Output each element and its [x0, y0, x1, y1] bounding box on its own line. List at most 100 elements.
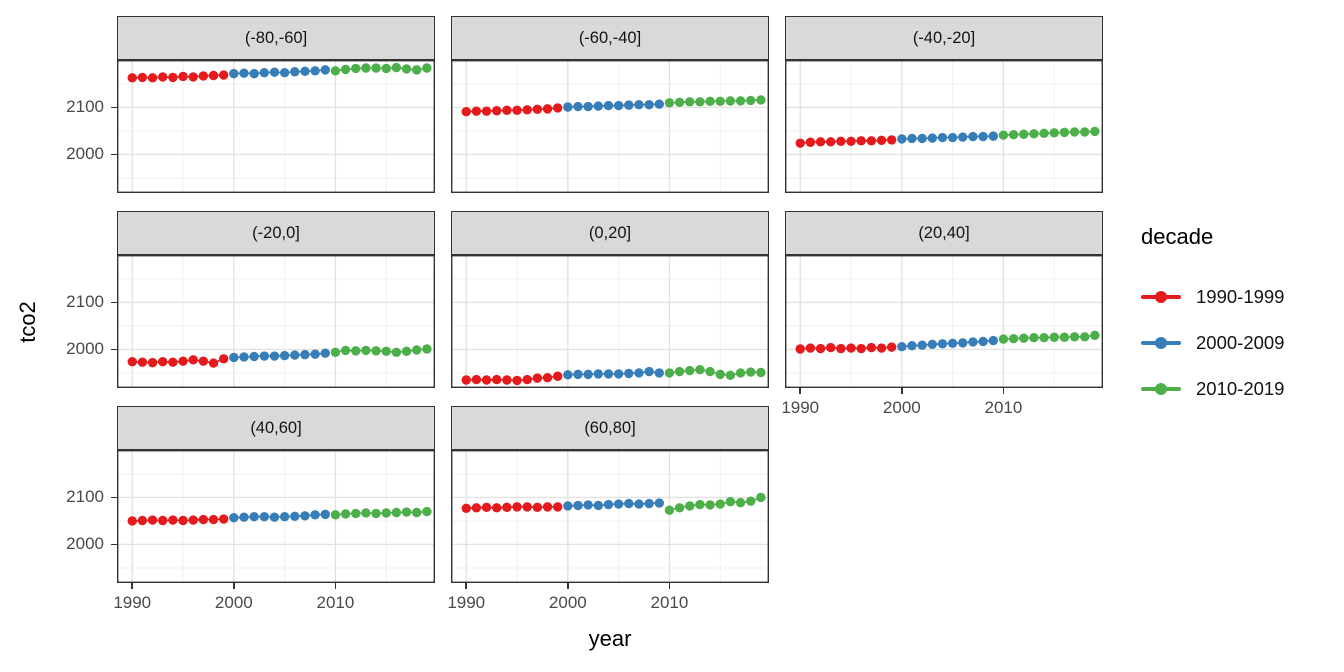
facet-strip-label: (-20,0]: [117, 211, 435, 255]
data-point: [330, 66, 341, 76]
y-tick-label: 2100: [66, 292, 104, 312]
data-point: [917, 340, 927, 350]
x-axis-tick: [334, 583, 337, 589]
data-point: [1090, 126, 1100, 137]
data-point: [279, 512, 290, 522]
facet-(60,80]: (60,80]: [451, 406, 769, 583]
data-point: [978, 336, 988, 347]
data-point: [654, 498, 664, 508]
data-point: [1059, 332, 1070, 342]
data-point: [947, 132, 958, 143]
data-point: [968, 337, 978, 347]
facet-strip-label: (-80,-60]: [117, 16, 435, 60]
data-point: [198, 71, 209, 81]
facet-(20,40]: (20,40]: [785, 211, 1103, 388]
data-point: [1080, 332, 1090, 342]
series-line-2010-2019: [1003, 334, 1095, 340]
legend-key-dot: [1155, 383, 1167, 395]
data-point: [208, 70, 219, 81]
facet-strip-label: (40,60]: [117, 406, 435, 450]
facet-strip-label: (-40,-20]: [785, 16, 1103, 60]
x-tick-label: 1990: [113, 593, 152, 612]
data-point: [573, 369, 583, 380]
data-point: [705, 366, 715, 377]
data-point: [988, 131, 998, 141]
data-point: [229, 512, 239, 523]
series-line-2000-2009: [233, 352, 326, 359]
data-point: [188, 72, 198, 82]
data-point: [351, 346, 361, 356]
data-point: [815, 343, 826, 354]
data-point: [624, 498, 634, 509]
data-point: [815, 137, 826, 147]
data-point: [269, 512, 280, 522]
series-line-1990-1999: [132, 74, 224, 79]
series-line-2000-2009: [901, 339, 994, 348]
data-point: [1039, 333, 1049, 343]
legend-entry-1990-1999: 1990-1999: [1141, 274, 1284, 320]
data-point: [846, 136, 856, 147]
x-axis-tick: [465, 583, 467, 589]
data-point: [320, 65, 330, 75]
data-point: [654, 99, 664, 109]
legend-key-line-dot-icon: [1141, 290, 1181, 304]
data-point: [168, 72, 178, 83]
facet-(-60,-40]: (-60,-40]: [451, 16, 769, 193]
data-point: [613, 499, 624, 509]
data-point: [512, 375, 522, 386]
data-point: [695, 499, 705, 510]
data-point: [300, 511, 310, 521]
data-point: [866, 342, 877, 353]
x-axis-tick: [668, 583, 671, 589]
data-point: [412, 65, 422, 75]
data-point: [1029, 129, 1039, 139]
data-point: [826, 342, 836, 353]
data-point: [603, 100, 614, 111]
data-point: [937, 339, 948, 349]
legend-key-line-dot-icon: [1141, 382, 1181, 396]
data-point: [1080, 127, 1090, 137]
series-line-2010-2019: [669, 99, 761, 104]
series-line-1990-1999: [466, 506, 558, 510]
data-point: [795, 344, 805, 354]
data-point: [198, 514, 209, 525]
data-point: [644, 99, 654, 110]
data-point: [836, 343, 846, 354]
data-point: [674, 366, 685, 377]
data-point: [461, 375, 471, 385]
data-point: [876, 343, 887, 353]
data-point: [492, 503, 502, 513]
data-point: [361, 345, 371, 356]
series-line-2010-2019: [1003, 130, 1095, 136]
panel-border: [117, 255, 435, 388]
data-point: [613, 369, 624, 379]
legend-label: 1990-1999: [1196, 286, 1285, 307]
x-axis-tick: [901, 388, 903, 394]
series-line-1990-1999: [466, 107, 558, 113]
data-point: [178, 71, 188, 82]
data-point: [826, 137, 836, 147]
data-point: [391, 62, 402, 73]
panel-border: [451, 255, 769, 388]
data-point: [856, 343, 866, 354]
data-point: [795, 138, 805, 148]
legend: decade 1990-1999 2000-2009 2010-2019: [1141, 224, 1284, 412]
x-axis-tick: [131, 583, 133, 589]
panel-border: [451, 450, 769, 583]
data-point: [320, 509, 330, 520]
data-point: [846, 343, 856, 353]
data-point: [481, 375, 492, 385]
data-point: [147, 515, 158, 525]
facet-strip-label: (60,80]: [451, 406, 769, 450]
series-line-1990-1999: [800, 346, 892, 350]
data-point: [269, 67, 280, 77]
data-point: [401, 507, 412, 517]
panel-border: [451, 60, 769, 193]
series-line-2000-2009: [567, 370, 660, 376]
data-point: [279, 350, 290, 361]
data-point: [502, 105, 512, 115]
series-line-2000-2009: [233, 69, 326, 75]
data-point: [381, 63, 391, 74]
series-line-2000-2009: [233, 513, 326, 519]
